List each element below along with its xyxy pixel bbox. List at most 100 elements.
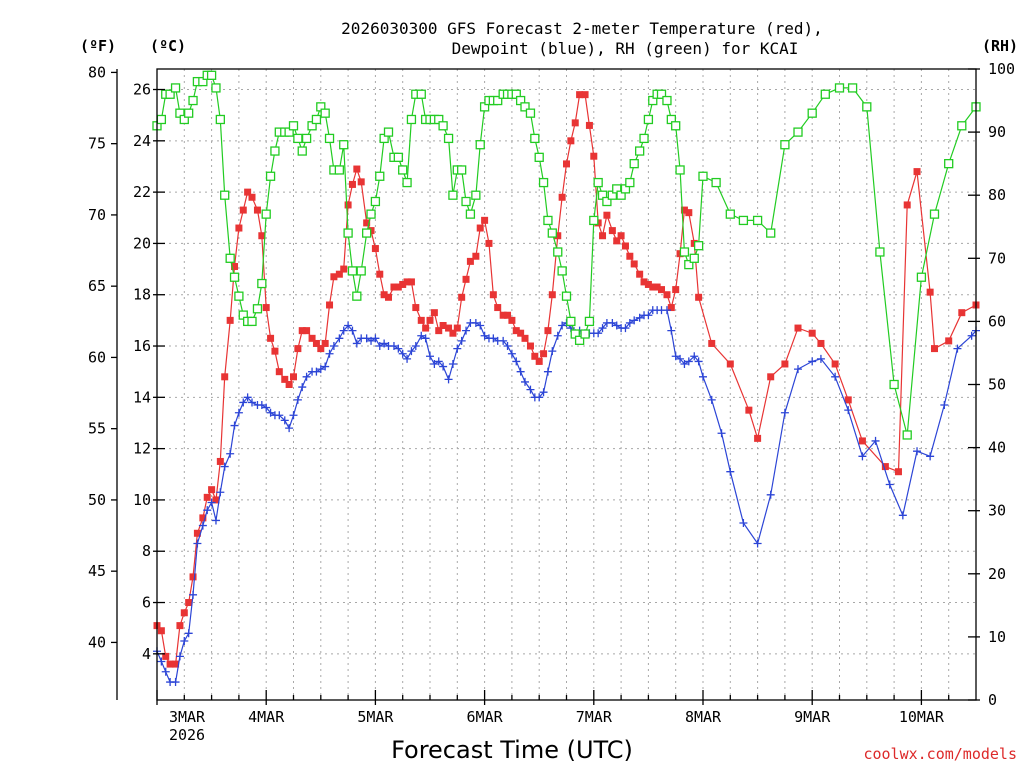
dewpoint-point	[521, 377, 530, 386]
rh-point	[393, 152, 403, 162]
temperature-point	[317, 345, 325, 353]
temperature-point	[412, 304, 420, 312]
temperature-point	[781, 360, 789, 368]
temperature-point	[913, 168, 921, 176]
dewpoint-point	[312, 367, 321, 376]
temperature-point	[208, 486, 216, 494]
rh-point	[643, 114, 654, 125]
temperature-point	[430, 309, 438, 317]
temperature-point	[326, 301, 334, 309]
dewpoint-point	[457, 336, 466, 345]
dewpoint-point	[926, 452, 935, 461]
temperature-point	[481, 216, 489, 224]
dewpoint-point	[226, 449, 235, 458]
dewpoint-point	[598, 324, 607, 333]
dewpoint-point	[594, 329, 603, 338]
rh-point	[902, 430, 912, 440]
temperature-point	[521, 334, 529, 342]
rh-tick-label: 10	[988, 628, 1006, 646]
c-tick-label: 14	[133, 388, 151, 406]
rh-point	[366, 209, 376, 219]
rh-point	[343, 228, 353, 238]
temperature-point	[794, 324, 802, 332]
c-tick-label: 18	[133, 286, 151, 304]
dewpoint-point	[189, 590, 198, 599]
dewpoint-point	[248, 398, 257, 407]
temperature-point	[535, 357, 543, 365]
rh-point	[711, 177, 721, 188]
temperature-point	[554, 232, 562, 240]
rh-point	[793, 127, 803, 137]
dewpoint-point	[871, 436, 880, 445]
temperature-point	[617, 232, 625, 240]
dewpoint-point	[293, 395, 302, 404]
rh-point	[675, 165, 685, 175]
temperature-point	[754, 434, 762, 442]
dewpoint-point	[298, 383, 307, 392]
temperature-point	[649, 283, 657, 291]
temperature-point	[585, 121, 593, 129]
dewpoint-point	[285, 424, 294, 433]
temperature-point	[221, 373, 229, 381]
rh-point	[625, 177, 635, 188]
dewpoint-point	[230, 421, 239, 430]
temperature-point	[353, 165, 361, 173]
dewpoint-point	[203, 506, 212, 515]
temperature-point	[672, 286, 680, 294]
temperature-point	[239, 206, 247, 214]
temperature-point	[417, 316, 425, 324]
rh-point	[334, 165, 345, 175]
temperature-point	[267, 334, 275, 342]
chart-title-line1: 2026030300 GFS Forecast 2-meter Temperat…	[341, 19, 823, 38]
dewpoint-point	[352, 339, 361, 348]
dewpoint-point	[625, 318, 634, 327]
temperature-point	[831, 360, 839, 368]
rh-point	[820, 89, 830, 99]
rh-point	[184, 108, 194, 118]
temperature-point	[394, 283, 402, 291]
temperature-point	[544, 327, 552, 335]
dewpoint-point	[499, 336, 508, 345]
temperature-point	[166, 660, 174, 668]
temperature-point	[599, 232, 607, 240]
dewpoint-point	[707, 395, 716, 404]
rh-point	[252, 304, 263, 314]
rh-point	[520, 102, 530, 112]
temperature-point	[203, 493, 211, 501]
temperature-point	[581, 91, 589, 99]
x-tick-label: 6MAR	[467, 708, 504, 726]
temperature-point	[517, 329, 525, 337]
dewpoint-point	[239, 398, 248, 407]
temperature-point	[476, 224, 484, 232]
temperature-point	[212, 496, 220, 504]
temperature-point	[357, 178, 365, 186]
temperature-point	[695, 293, 703, 301]
temperature-point	[363, 219, 371, 227]
temperature-point	[767, 373, 775, 381]
temperature-point	[294, 345, 302, 353]
temperature-point	[253, 206, 261, 214]
dewpoint-point	[489, 334, 498, 343]
dewpoint-point	[339, 326, 348, 335]
x-year-label: 2026	[169, 726, 205, 744]
rh-point	[639, 133, 649, 144]
rh-tick-label: 100	[988, 60, 1015, 78]
temperature-point	[226, 316, 234, 324]
temperature-point	[298, 327, 306, 335]
rh-point	[293, 133, 303, 144]
temperature-point	[330, 273, 338, 281]
rh-point	[297, 146, 307, 156]
c-tick-label: 22	[133, 183, 151, 201]
rh-point	[438, 121, 448, 131]
temperature-point	[399, 280, 407, 288]
dewpoint-point	[816, 354, 825, 363]
f-tick-label: 65	[88, 277, 106, 295]
temperature-point	[567, 137, 575, 145]
c-tick-label: 26	[133, 81, 151, 99]
dewpoint-point	[553, 331, 562, 340]
dewpoint-point	[831, 372, 840, 381]
temperature-point	[312, 339, 320, 347]
rh-point	[538, 177, 549, 188]
temperature-point	[603, 211, 611, 219]
temperature-point	[903, 201, 911, 209]
